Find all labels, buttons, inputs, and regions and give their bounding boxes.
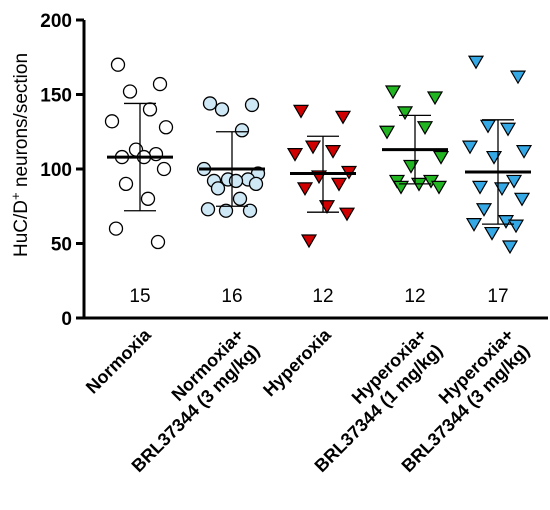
y-tick-label: 200 (40, 11, 72, 32)
data-point (234, 123, 250, 138)
data-point (430, 180, 448, 195)
data-point (228, 173, 244, 189)
data-point (152, 76, 168, 92)
category-label-line: Hyperoxia (259, 324, 335, 400)
axes: 0 50 100 150 200 (40, 11, 548, 330)
category-label-3: Hyperoxia (259, 324, 335, 400)
data-point (150, 234, 166, 250)
n-label: 12 (404, 286, 425, 307)
data-point (214, 102, 230, 117)
y-tick-label: 150 (40, 86, 72, 107)
data-groups: 15 16 12 12 17 (104, 55, 533, 307)
data-point (338, 207, 356, 222)
data-point (505, 174, 523, 189)
data-point (426, 91, 444, 106)
y-axis-title: HuC/D+ neurons/section (8, 53, 33, 257)
data-point (292, 104, 310, 119)
data-point (242, 203, 258, 218)
data-point (244, 97, 260, 113)
data-point (104, 114, 120, 129)
data-point (402, 159, 420, 174)
y-tick-label: 0 (61, 309, 72, 330)
group-2: 16 (196, 96, 266, 307)
category-label-line: BRL37344 (3 mg/kg) (128, 340, 264, 476)
data-point (286, 148, 304, 162)
data-point (384, 85, 402, 100)
data-point (513, 192, 531, 207)
data-point (156, 161, 172, 177)
data-point (465, 218, 483, 232)
category-label-1: Normoxia (82, 324, 156, 398)
group-1: 15 (104, 57, 174, 307)
data-point (378, 125, 396, 140)
data-point (432, 150, 450, 165)
n-label: 15 (129, 286, 150, 307)
data-point (509, 70, 527, 85)
data-point (158, 120, 174, 135)
data-point (210, 181, 226, 196)
category-label-line: Normoxia (82, 324, 156, 398)
data-point (324, 145, 342, 159)
data-point (140, 191, 156, 206)
category-labels: Normoxia Normoxia+BRL37344 (3 mg/kg)Hyper… (82, 324, 533, 476)
data-point (396, 106, 414, 121)
y-tick-label: 50 (51, 235, 72, 256)
group-4: 12 (378, 85, 450, 307)
data-point (493, 182, 511, 197)
data-point (200, 202, 216, 217)
n-label: 17 (487, 286, 508, 307)
data-point (392, 180, 410, 195)
data-point (218, 203, 234, 218)
data-point (485, 150, 503, 165)
data-point (479, 119, 497, 134)
data-point (148, 146, 164, 162)
y-tick-label: 100 (40, 160, 72, 181)
data-point (330, 177, 348, 192)
data-point (118, 176, 134, 192)
n-label: 16 (221, 286, 242, 307)
data-point (483, 226, 501, 241)
data-point (304, 140, 322, 155)
group-3: 12 (286, 104, 358, 307)
n-label: 12 (312, 286, 333, 307)
data-point (248, 176, 264, 192)
data-point (507, 219, 525, 234)
data-point (467, 55, 485, 70)
data-point (461, 140, 479, 155)
data-point (318, 200, 336, 214)
data-point (142, 102, 158, 117)
data-point (475, 203, 493, 217)
data-point (110, 57, 126, 72)
data-point (122, 84, 138, 99)
group-5: 17 (461, 55, 533, 307)
data-point (108, 221, 124, 236)
data-point (501, 240, 519, 255)
data-point (515, 145, 533, 159)
data-point (202, 96, 218, 111)
data-point (471, 180, 489, 195)
data-point (296, 182, 314, 197)
data-point (300, 234, 318, 249)
data-point (499, 122, 517, 137)
data-point (232, 191, 248, 206)
data-point (416, 121, 434, 135)
data-point (334, 110, 352, 125)
